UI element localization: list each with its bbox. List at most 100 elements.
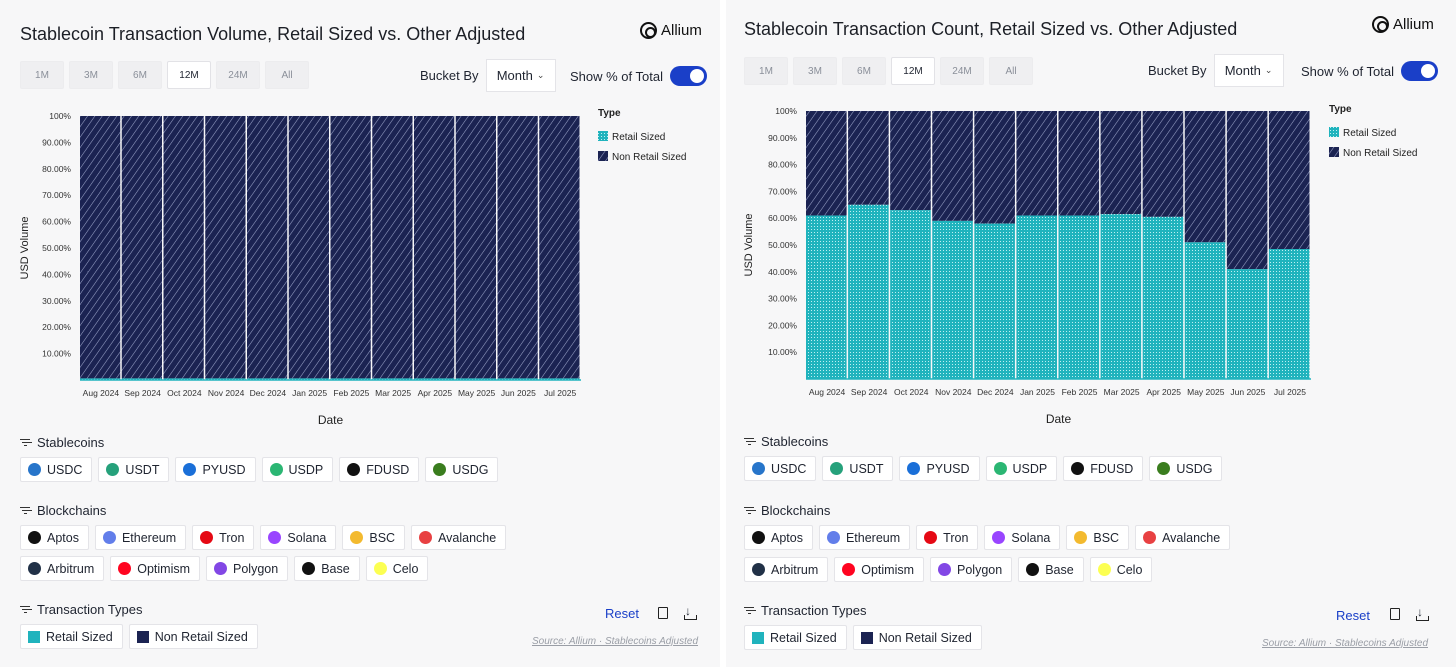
chip-bsc[interactable]: BSC — [342, 525, 406, 550]
range-all[interactable]: All — [989, 57, 1033, 85]
chip-celo[interactable]: Celo — [365, 556, 429, 581]
chip-bsc[interactable]: BSC — [1066, 525, 1130, 550]
chip-tron[interactable]: Tron — [192, 525, 255, 550]
chip-aptos[interactable]: Aptos — [744, 525, 813, 550]
bar-non-retail[interactable] — [1058, 111, 1100, 216]
bar-non-retail[interactable] — [539, 116, 580, 379]
bar-non-retail[interactable] — [288, 116, 329, 379]
chip-polygon[interactable]: Polygon — [930, 557, 1013, 582]
bar-retail[interactable] — [1016, 215, 1057, 379]
bar-non-retail[interactable] — [806, 111, 847, 216]
chip-polygon[interactable]: Polygon — [206, 556, 289, 581]
clipboard-icon[interactable] — [1390, 608, 1400, 620]
chip-usdt[interactable]: USDT — [822, 456, 894, 481]
bar-retail[interactable] — [1100, 214, 1142, 379]
chip-usdc[interactable]: USDC — [744, 456, 817, 481]
bar-retail[interactable] — [806, 215, 847, 379]
source-link[interactable]: Source: Allium · Stablecoins Adjusted — [1262, 638, 1429, 649]
reset-button[interactable]: Reset — [605, 606, 639, 621]
chip-usdg[interactable]: USDG — [425, 457, 499, 482]
range-12m[interactable]: 12M — [891, 57, 935, 85]
chip-celo[interactable]: Celo — [1089, 557, 1153, 582]
chip-solana[interactable]: Solana — [984, 525, 1061, 550]
clipboard-icon[interactable] — [658, 607, 668, 619]
bar-retail[interactable] — [932, 220, 973, 379]
show-pct-toggle[interactable] — [1400, 61, 1438, 81]
bar-non-retail[interactable] — [414, 116, 455, 379]
bar-non-retail[interactable] — [1142, 111, 1184, 217]
bar-retail[interactable] — [247, 378, 288, 380]
bar-non-retail[interactable] — [247, 116, 288, 379]
bar-non-retail[interactable] — [80, 116, 121, 379]
bar-non-retail[interactable] — [1016, 111, 1057, 216]
chip-pyusd[interactable]: PYUSD — [899, 456, 980, 481]
bar-retail[interactable] — [539, 378, 580, 380]
bar-retail[interactable] — [330, 378, 371, 380]
chip-arbitrum[interactable]: Arbitrum — [744, 557, 829, 582]
range-6m[interactable]: 6M — [118, 61, 162, 89]
legend-item[interactable]: Retail Sized — [1343, 128, 1396, 139]
legend-item[interactable]: Non Retail Sized — [612, 152, 686, 163]
chip-aptos[interactable]: Aptos — [20, 525, 89, 550]
range-6m[interactable]: 6M — [842, 57, 886, 85]
range-1m[interactable]: 1M — [744, 57, 788, 85]
bucket-select[interactable]: Month ⌄ — [1213, 54, 1284, 87]
range-3m[interactable]: 3M — [793, 57, 837, 85]
chip-retail-sized[interactable]: Retail Sized — [20, 624, 123, 649]
chip-usdc[interactable]: USDC — [20, 457, 93, 482]
bar-retail[interactable] — [455, 378, 496, 380]
range-24m[interactable]: 24M — [216, 61, 260, 89]
bar-non-retail[interactable] — [497, 116, 538, 379]
legend-item[interactable]: Retail Sized — [612, 132, 665, 143]
bar-non-retail[interactable] — [1100, 111, 1142, 215]
bar-retail[interactable] — [163, 378, 204, 380]
bar-retail[interactable] — [121, 378, 162, 380]
bar-retail[interactable] — [1268, 249, 1310, 379]
bar-retail[interactable] — [414, 378, 455, 380]
range-all[interactable]: All — [265, 61, 309, 89]
chip-ethereum[interactable]: Ethereum — [818, 525, 911, 550]
bar-retail[interactable] — [80, 378, 121, 380]
reset-button[interactable]: Reset — [1336, 608, 1370, 623]
range-12m[interactable]: 12M — [167, 61, 211, 89]
bar-non-retail[interactable] — [372, 116, 413, 379]
chip-base[interactable]: Base — [1018, 557, 1084, 582]
bar-non-retail[interactable] — [330, 116, 371, 379]
chip-fdusd[interactable]: FDUSD — [1063, 456, 1144, 481]
bar-non-retail[interactable] — [205, 116, 246, 379]
chip-optimism[interactable]: Optimism — [834, 557, 925, 582]
source-link[interactable]: Source: Allium · Stablecoins Adjusted — [532, 636, 699, 647]
chip-fdusd[interactable]: FDUSD — [339, 457, 420, 482]
range-3m[interactable]: 3M — [69, 61, 113, 89]
bar-retail[interactable] — [1142, 216, 1184, 379]
bar-retail[interactable] — [974, 223, 1015, 379]
bar-non-retail[interactable] — [1184, 111, 1226, 243]
chip-tron[interactable]: Tron — [916, 525, 979, 550]
download-icon[interactable] — [1416, 605, 1429, 621]
bar-retail[interactable] — [288, 378, 329, 380]
chip-avalanche[interactable]: Avalanche — [411, 525, 507, 550]
bar-non-retail[interactable] — [163, 116, 204, 379]
bar-non-retail[interactable] — [1226, 111, 1268, 270]
chip-retail-sized[interactable]: Retail Sized — [744, 625, 847, 650]
bar-retail[interactable] — [1226, 269, 1268, 379]
bar-non-retail[interactable] — [848, 111, 889, 205]
bar-non-retail[interactable] — [974, 111, 1015, 224]
bucket-select[interactable]: Month ⌄ — [485, 59, 556, 92]
chip-optimism[interactable]: Optimism — [110, 556, 201, 581]
chip-non-retail-sized[interactable]: Non Retail Sized — [852, 625, 982, 650]
bar-retail[interactable] — [205, 378, 246, 380]
bar-retail[interactable] — [890, 210, 931, 379]
bar-non-retail[interactable] — [932, 111, 973, 221]
range-1m[interactable]: 1M — [20, 61, 64, 89]
chip-arbitrum[interactable]: Arbitrum — [20, 556, 105, 581]
chip-pyusd[interactable]: PYUSD — [175, 457, 256, 482]
chip-usdp[interactable]: USDP — [261, 457, 334, 482]
bar-retail[interactable] — [497, 378, 538, 380]
bar-non-retail[interactable] — [121, 116, 162, 379]
show-pct-toggle[interactable] — [669, 66, 707, 86]
bar-retail[interactable] — [1184, 242, 1226, 379]
download-icon[interactable] — [684, 604, 697, 620]
chip-usdg[interactable]: USDG — [1149, 456, 1223, 481]
range-24m[interactable]: 24M — [940, 57, 984, 85]
